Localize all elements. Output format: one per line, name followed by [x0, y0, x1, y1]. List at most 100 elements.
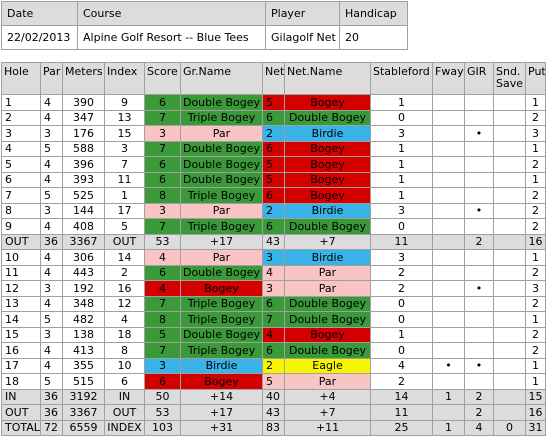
fairway-cell: • [432, 357, 465, 374]
score-cell: 4 [144, 280, 181, 297]
par-cell: 4 [40, 156, 63, 173]
stableford-cell: 1 [370, 94, 433, 111]
gross-name-cell: Double Bogey [180, 156, 263, 173]
net-cell: 4 [262, 326, 285, 343]
net-cell: 6 [262, 218, 285, 235]
hole-cell: 18 [1, 373, 41, 390]
col-meters: Meters [62, 62, 105, 95]
hole-row: 1 4 390 9 6 Double Bogey 5 Bogey 1 1 [1, 94, 546, 111]
meters-cell: 144 [62, 202, 105, 219]
net-name-cell: Par [284, 373, 371, 390]
net-name-cell: Birdie [284, 125, 371, 142]
score-cell: 3 [144, 125, 181, 142]
score-cell: 4 [144, 249, 181, 266]
putt-cell: 2 [525, 342, 546, 359]
gross-name-cell: Bogey [180, 280, 263, 297]
score-cell: 7 [144, 218, 181, 235]
net-name-cell: Par [284, 264, 371, 281]
meters-cell: 138 [62, 326, 105, 343]
sand-save-cell [493, 202, 526, 219]
par-cell: 36 [40, 404, 63, 421]
stableford-cell: 1 [370, 171, 433, 188]
stableford-cell: 2 [370, 264, 433, 281]
hole-row: 6 4 393 11 6 Double Bogey 5 Bogey 1 1 [1, 171, 546, 188]
par-cell: 3 [40, 326, 63, 343]
net-name-cell: Double Bogey [284, 342, 371, 359]
hole-row: 15 3 138 18 5 Double Bogey 4 Bogey 1 2 [1, 326, 546, 343]
sand-save-cell [493, 357, 526, 374]
gross-name-cell: Triple Bogey [180, 342, 263, 359]
score-cell: 6 [144, 373, 181, 390]
hole-row: 10 4 306 14 4 Par 3 Birdie 3 1 [1, 249, 546, 266]
round-info-values: 22/02/2013 Alpine Golf Resort -- Blue Te… [1, 25, 408, 50]
score-cell: 6 [144, 156, 181, 173]
col-hole: Hole [1, 62, 41, 95]
gir-cell [464, 218, 494, 235]
putt-cell: 16 [525, 404, 546, 421]
gir-cell [464, 373, 494, 390]
col-gr-name: Gr.Name [180, 62, 263, 95]
fairway-cell [432, 295, 465, 312]
gross-name-cell: Par [180, 125, 263, 142]
net-cell: 6 [262, 342, 285, 359]
hole-cell: 16 [1, 342, 41, 359]
fairway-cell [432, 171, 465, 188]
hole-row: 5 4 396 7 6 Double Bogey 5 Bogey 1 2 [1, 156, 546, 173]
fairway-cell [432, 326, 465, 343]
sand-save-cell [493, 187, 526, 204]
par-cell: 4 [40, 171, 63, 188]
putt-cell: 3 [525, 125, 546, 142]
putt-cell: 2 [525, 218, 546, 235]
date-header: Date [1, 1, 78, 26]
net-name-cell: Bogey [284, 140, 371, 157]
hole-row: 17 4 355 10 3 Birdie 2 Eagle 4 • • 1 [1, 357, 546, 374]
scorecard-table: Hole Par Meters Index Score Gr.Name Net … [1, 62, 546, 436]
gir-cell: 2 [464, 404, 494, 421]
col-net-name: Net.Name [284, 62, 371, 95]
gir-cell [464, 326, 494, 343]
sand-save-cell [493, 171, 526, 188]
gir-cell: • [464, 125, 494, 142]
meters-cell: 525 [62, 187, 105, 204]
hole-cell: OUT [1, 233, 41, 250]
par-cell: 4 [40, 249, 63, 266]
net-name-cell: Birdie [284, 202, 371, 219]
sand-save-cell [493, 295, 526, 312]
fairway-cell [432, 342, 465, 359]
net-cell: 40 [262, 388, 285, 405]
gross-name-cell: Double Bogey [180, 264, 263, 281]
sand-save-cell [493, 218, 526, 235]
par-cell: 5 [40, 140, 63, 157]
sand-save-cell [493, 311, 526, 328]
fairway-cell [432, 109, 465, 126]
hole-row: 18 5 515 6 6 Bogey 5 Par 2 1 [1, 373, 546, 390]
net-cell: 3 [262, 280, 285, 297]
meters-cell: 355 [62, 357, 105, 374]
sand-save-cell [493, 156, 526, 173]
stableford-cell: 4 [370, 357, 433, 374]
stableford-cell: 0 [370, 218, 433, 235]
gross-name-cell: +17 [180, 233, 263, 250]
score-cell: 50 [144, 388, 181, 405]
gir-cell: • [464, 280, 494, 297]
meters-cell: 390 [62, 94, 105, 111]
meters-cell: 413 [62, 342, 105, 359]
par-cell: 4 [40, 94, 63, 111]
putt-cell: 2 [525, 187, 546, 204]
putt-cell: 1 [525, 140, 546, 157]
index-cell: 5 [104, 218, 145, 235]
hole-cell: 15 [1, 326, 41, 343]
gross-name-cell: Triple Bogey [180, 295, 263, 312]
gross-name-cell: Par [180, 202, 263, 219]
meters-cell: 588 [62, 140, 105, 157]
stableford-cell: 0 [370, 342, 433, 359]
net-name-cell: Bogey [284, 326, 371, 343]
col-stableford: Stableford [370, 62, 433, 95]
scorecard-header: Hole Par Meters Index Score Gr.Name Net … [1, 62, 546, 95]
index-cell: 1 [104, 187, 145, 204]
fairway-cell: 1 [432, 419, 465, 436]
index-cell: 8 [104, 342, 145, 359]
par-cell: 5 [40, 187, 63, 204]
hole-cell: 7 [1, 187, 41, 204]
gir-cell [464, 249, 494, 266]
